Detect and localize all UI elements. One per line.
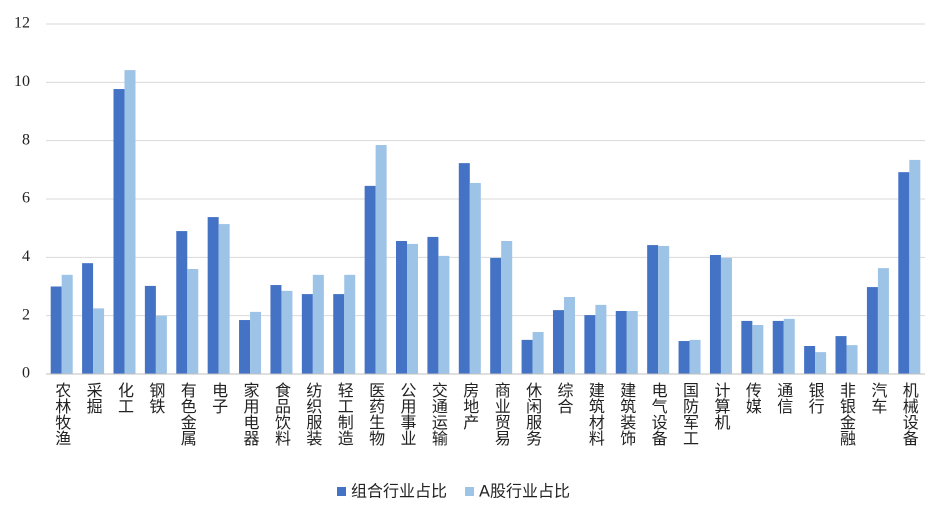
- bar: [909, 159, 921, 374]
- bar: [207, 217, 219, 374]
- legend-label: 组合行业占比: [351, 482, 447, 501]
- bar: [678, 341, 690, 374]
- bar: [218, 224, 230, 374]
- bar: [458, 163, 470, 374]
- x-tick-label: 计算机: [711, 382, 730, 431]
- x-tick-label: 商业贸易: [492, 382, 511, 447]
- x-tick-label: 汽车: [868, 382, 887, 414]
- bar: [532, 332, 544, 374]
- bar: [752, 325, 764, 374]
- bar: [647, 245, 659, 374]
- bar: [61, 274, 73, 374]
- bar: [741, 320, 753, 374]
- bar: [469, 182, 481, 374]
- bar: [438, 255, 450, 374]
- x-tick-label: 通信: [774, 382, 793, 414]
- x-tick-label: 采掘: [84, 382, 103, 415]
- bar: [312, 274, 324, 374]
- bar: [490, 257, 502, 374]
- bar: [155, 315, 167, 374]
- x-tick-label: 房地产: [460, 382, 479, 430]
- bar: [846, 345, 858, 374]
- legend-swatch: [465, 487, 475, 496]
- bar: [375, 145, 387, 374]
- legend-label: A股行业占比: [479, 482, 570, 501]
- bar: [301, 294, 313, 374]
- bar: [176, 231, 188, 374]
- bar: [427, 236, 439, 374]
- bar: [815, 352, 827, 374]
- bar: [772, 320, 784, 374]
- x-tick-label: 有色金属: [178, 382, 197, 446]
- bar: [689, 339, 701, 374]
- bar: [720, 257, 732, 374]
- x-tick-label: 交通运输: [429, 382, 448, 446]
- bar: [364, 185, 376, 374]
- y-tick-label: 6: [22, 190, 30, 207]
- bar: [250, 311, 262, 374]
- bar: [595, 304, 607, 374]
- x-tick-label: 化工: [115, 382, 134, 414]
- y-tick-label: 10: [14, 73, 30, 90]
- x-tick-label: 电子: [209, 382, 228, 414]
- x-tick-label: 银行: [806, 382, 825, 415]
- y-tick-label: 4: [22, 248, 30, 265]
- x-tick-label: 休闲服务: [523, 382, 542, 447]
- x-tick-label: 医药生物: [366, 382, 385, 447]
- bar: [626, 311, 638, 374]
- x-tick-label: 综合: [554, 382, 573, 414]
- bar: [113, 89, 125, 375]
- x-tick-label: 公用事业: [398, 382, 417, 446]
- x-tick-label: 食品饮料: [272, 382, 291, 446]
- bar: [124, 70, 136, 374]
- bar: [804, 346, 816, 374]
- bar: [144, 285, 156, 374]
- bar: [866, 287, 878, 374]
- bar: [501, 241, 513, 374]
- bar: [344, 274, 356, 374]
- y-tick-label: 2: [22, 306, 30, 323]
- bar: [615, 311, 627, 374]
- bar: [50, 286, 62, 374]
- bar: [709, 255, 721, 374]
- bar: [584, 315, 596, 374]
- bar: [898, 172, 910, 374]
- x-tick-label: 钢铁: [146, 382, 165, 414]
- bar: [835, 336, 847, 374]
- x-tick-label: 建筑装饰: [617, 382, 636, 446]
- x-tick-label: 机械设备: [900, 382, 919, 446]
- x-tick-label: 轻工制造: [335, 382, 354, 446]
- x-tick-label: 建筑材料: [586, 382, 605, 446]
- bar: [239, 320, 251, 374]
- bar: [93, 308, 105, 374]
- x-tick-label: 纺织服装: [303, 382, 322, 446]
- legend-swatch: [337, 487, 346, 496]
- x-tick-label: 国防军工: [680, 382, 699, 446]
- bar: [407, 243, 419, 374]
- x-tick-label: 家用电器: [241, 382, 260, 446]
- bar: [270, 285, 282, 374]
- bar: [521, 339, 533, 374]
- bar: [396, 241, 408, 374]
- bar: [281, 290, 293, 374]
- bar: [82, 263, 94, 374]
- y-tick-label: 8: [22, 131, 30, 148]
- x-tick-label: 电气设备: [649, 382, 668, 446]
- x-tick-label: 农林牧渔: [52, 382, 71, 446]
- bar: [877, 268, 889, 374]
- y-tick-label: 12: [14, 15, 30, 32]
- x-tick-label: 非银金融: [837, 382, 856, 447]
- bar: [552, 310, 564, 374]
- bar: [783, 318, 795, 374]
- bar: [563, 297, 575, 374]
- bar: [333, 294, 345, 374]
- bar: [187, 269, 199, 374]
- x-tick-label: 传媒: [743, 382, 762, 414]
- bar: [658, 245, 670, 374]
- y-tick-label: 0: [22, 365, 30, 382]
